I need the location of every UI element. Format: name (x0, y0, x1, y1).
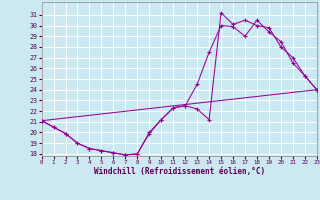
X-axis label: Windchill (Refroidissement éolien,°C): Windchill (Refroidissement éolien,°C) (94, 167, 265, 176)
